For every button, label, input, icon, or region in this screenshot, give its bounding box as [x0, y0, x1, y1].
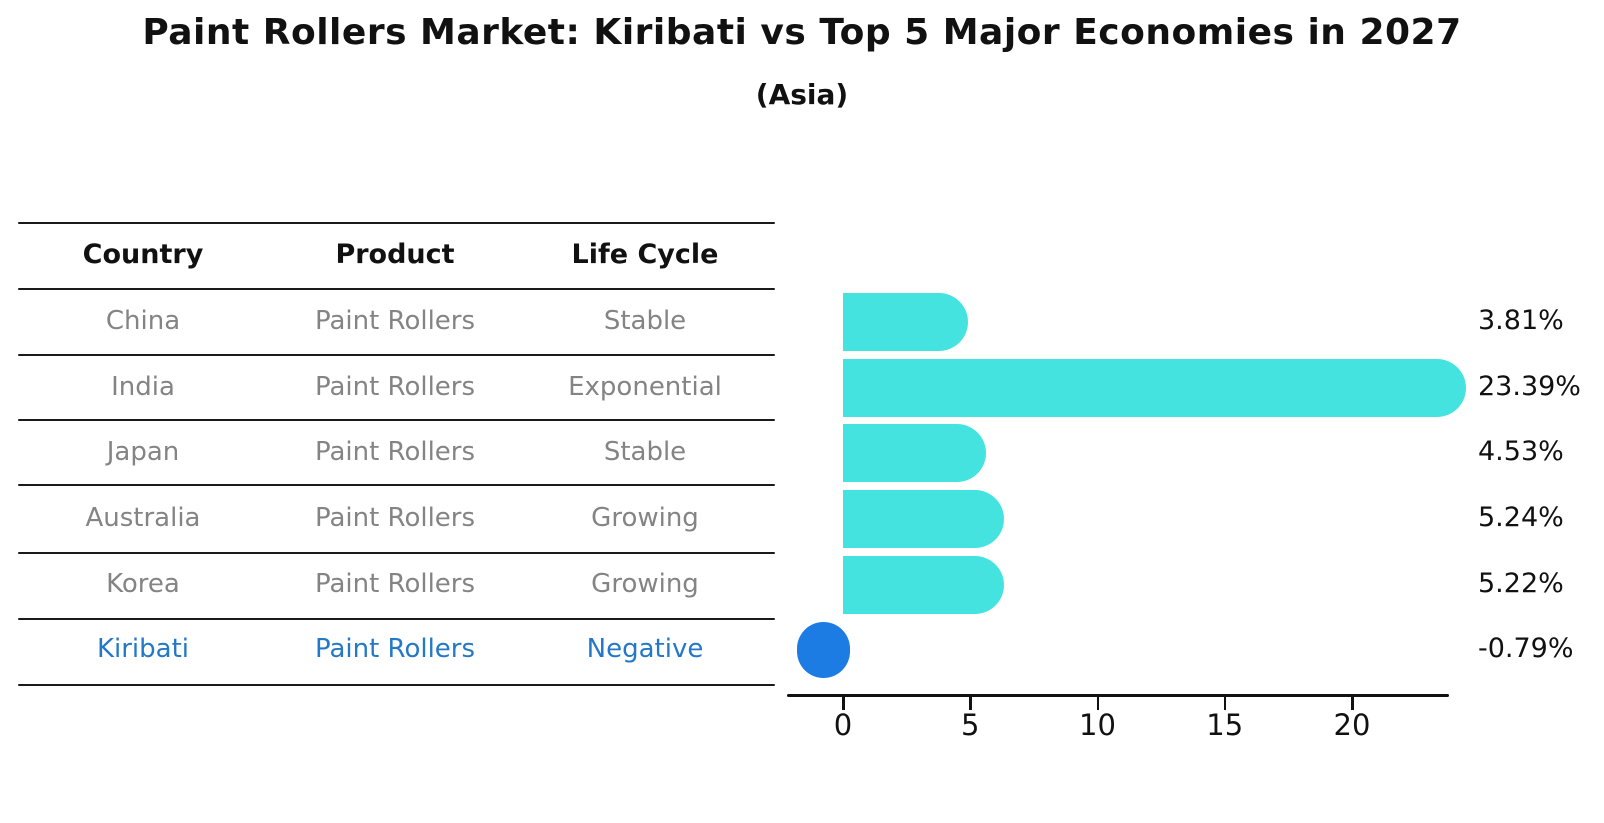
bar-korea — [843, 556, 1004, 614]
table-rule — [18, 354, 775, 356]
bar-value-label: 23.39% — [1478, 371, 1581, 402]
x-axis-tick-label: 20 — [1333, 708, 1371, 742]
table-rule — [18, 288, 775, 290]
x-axis-tick — [1351, 697, 1354, 710]
table-rule — [18, 618, 775, 620]
table-cell-country: India — [111, 372, 175, 402]
x-axis-tick-label: 15 — [1206, 708, 1244, 742]
table-rule — [18, 484, 775, 486]
x-axis-tick-label: 10 — [1079, 708, 1116, 742]
chart-title: Paint Rollers Market: Kiribati vs Top 5 … — [142, 12, 1462, 53]
table-header-country: Country — [82, 239, 204, 270]
table-rule — [18, 552, 775, 554]
x-axis-line — [787, 694, 1449, 697]
x-axis-tick — [842, 697, 845, 710]
bar-australia — [843, 490, 1005, 548]
table-cell-life_cycle: Stable — [603, 306, 687, 336]
table-cell-life_cycle: Stable — [603, 437, 687, 467]
bar-china — [843, 293, 968, 351]
table-header-life-cycle: Life Cycle — [571, 239, 719, 270]
bar-value-label: 5.24% — [1478, 502, 1564, 533]
chart-subtitle: (Asia) — [755, 78, 849, 111]
table-rule — [18, 684, 775, 686]
table-cell-country: Kiribati — [96, 634, 190, 664]
table-cell-life_cycle: Negative — [586, 634, 704, 664]
bar-japan — [843, 424, 987, 482]
table-cell-country: Australia — [85, 503, 201, 533]
table-header-product: Product — [335, 239, 455, 270]
table-cell-product: Paint Rollers — [314, 437, 476, 467]
table-rule — [18, 222, 775, 224]
table-cell-country: Japan — [106, 437, 180, 467]
table-cell-product: Paint Rollers — [314, 569, 476, 599]
table-cell-life_cycle: Growing — [591, 503, 699, 533]
table-cell-life_cycle: Growing — [591, 569, 699, 599]
bar-value-label: 4.53% — [1478, 436, 1564, 467]
table-cell-life_cycle: Exponential — [568, 372, 722, 402]
x-axis-tick — [969, 697, 972, 710]
table-rule — [18, 419, 775, 421]
bar-value-label: -0.79% — [1478, 633, 1574, 664]
table-cell-country: China — [105, 306, 181, 336]
bar-value-label: 3.81% — [1478, 305, 1564, 336]
x-axis-tick — [1223, 697, 1227, 710]
table-cell-product: Paint Rollers — [314, 634, 476, 664]
table-cell-product: Paint Rollers — [314, 372, 476, 402]
x-axis-tick-label: 0 — [833, 708, 853, 742]
table-cell-country: Korea — [106, 569, 180, 599]
bar-kiribati — [796, 622, 850, 678]
bar-value-label: 5.22% — [1478, 568, 1564, 599]
x-axis-tick-label: 5 — [961, 708, 980, 742]
table-cell-product: Paint Rollers — [314, 503, 476, 533]
x-axis-tick — [1096, 697, 1099, 710]
bar-india — [843, 359, 1467, 417]
table-cell-product: Paint Rollers — [314, 306, 476, 336]
